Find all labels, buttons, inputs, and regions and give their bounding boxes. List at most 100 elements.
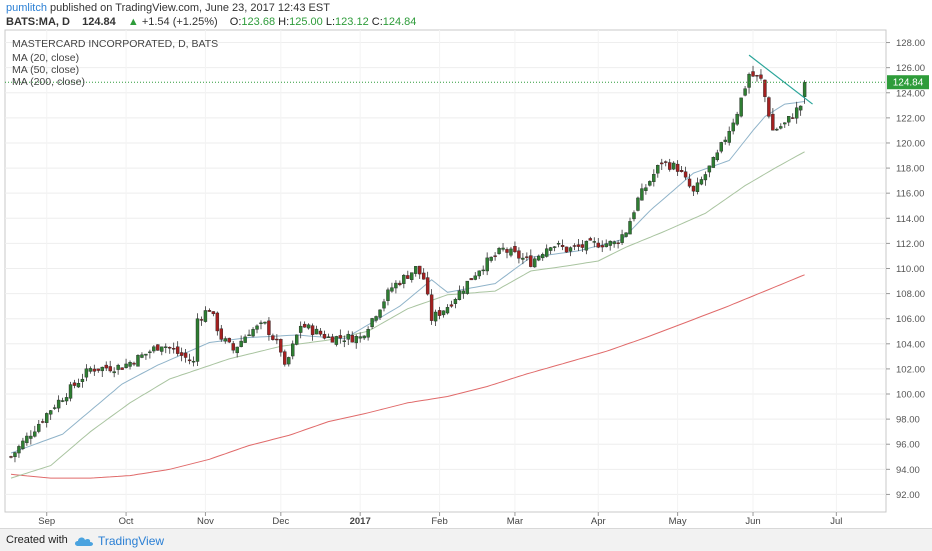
candle-body: [179, 352, 184, 356]
candle-body: [370, 318, 374, 328]
candle-body: [664, 161, 668, 163]
legend-ma20[interactable]: MA (20, close): [12, 52, 80, 64]
candle-body: [334, 336, 339, 345]
candle-body: [227, 337, 231, 343]
y-tick-label: 122.00: [896, 113, 925, 124]
legend-ma200[interactable]: MA (200, close): [12, 76, 85, 88]
candle-body: [723, 139, 727, 142]
candle-body: [104, 364, 108, 369]
tradingview-link[interactable]: TradingView: [98, 534, 165, 548]
candle-body: [652, 174, 656, 182]
y-tick-label: 126.00: [896, 63, 925, 74]
candle-body: [140, 354, 144, 358]
candle-body: [544, 248, 549, 257]
candle-body: [80, 378, 85, 382]
low-label: L:: [325, 16, 336, 28]
candle-body: [513, 246, 517, 253]
candle-body: [771, 113, 775, 131]
candle-body: [152, 346, 156, 352]
candle-body: [13, 452, 17, 458]
footer-bar: Created with TradingView: [0, 528, 932, 551]
candle-body: [243, 336, 247, 343]
legend-ma50[interactable]: MA (50, close): [12, 64, 80, 76]
candle-body: [469, 278, 473, 281]
candle-body: [33, 431, 37, 437]
candle-body: [425, 277, 430, 295]
candle-body: [338, 335, 343, 339]
candle-body: [560, 244, 565, 248]
open-value: 123.68: [241, 16, 276, 28]
y-tick-label: 96.00: [896, 440, 920, 451]
candle-body: [358, 336, 362, 339]
candle-body: [402, 274, 406, 284]
candle-body: [453, 299, 458, 304]
candle-body: [592, 241, 597, 243]
ma20-line: [10, 101, 805, 454]
trendline: [748, 54, 813, 105]
price-chart[interactable]: 92.00 94.00 96.00 98.00 100.00 102.00 104.00 10…: [0, 0, 932, 528]
candle-body: [418, 265, 422, 275]
candle-body: [37, 423, 41, 432]
candle-body: [787, 116, 791, 123]
candle-body: [473, 275, 477, 280]
candle-body: [191, 360, 196, 363]
candle-body: [48, 410, 53, 415]
candle-body: [175, 346, 180, 354]
candle-body: [715, 152, 720, 161]
candle-body: [433, 311, 438, 322]
candle-body: [775, 128, 779, 131]
candle-body: [350, 335, 354, 343]
x-tick-label: Dec: [272, 516, 289, 527]
candle-body: [648, 181, 652, 186]
candle-body: [707, 165, 712, 173]
chart-title: MASTERCARD INCORPORATED, D, BATS: [12, 38, 219, 50]
candle-body: [767, 97, 771, 117]
candle-body: [72, 382, 77, 386]
candle-body: [279, 339, 283, 353]
candle-body: [505, 249, 509, 253]
high-label: H:: [278, 16, 290, 28]
candle-body: [501, 247, 505, 250]
candle-body: [798, 105, 803, 111]
candle-body: [255, 325, 259, 330]
author-link[interactable]: pumlitch: [6, 2, 47, 14]
high-value: 125.00: [289, 16, 323, 28]
candle-body: [687, 178, 692, 187]
candle-body: [671, 162, 676, 170]
candle-body: [92, 368, 97, 372]
candle-body: [533, 258, 537, 268]
created-with-label: Created with: [6, 534, 68, 546]
candle-body: [231, 343, 235, 351]
candle-body: [263, 321, 267, 324]
candle-body: [45, 413, 49, 423]
candle-body: [493, 255, 497, 257]
candle-body: [378, 309, 382, 318]
candle-body: [679, 170, 684, 172]
candle-body: [608, 240, 612, 246]
candle-body: [529, 255, 533, 267]
candle-body: [132, 362, 136, 365]
y-tick-label: 106.00: [896, 314, 925, 325]
candle-body: [644, 187, 648, 191]
candle-body: [84, 368, 89, 378]
ma50-line: [10, 151, 805, 479]
candle-body: [509, 248, 513, 256]
y-tick-label: 124.00: [896, 88, 925, 99]
candle-body: [640, 188, 644, 201]
candle-body: [382, 301, 386, 309]
candle-body: [187, 359, 192, 362]
candle-body: [552, 246, 557, 248]
candle-body: [223, 338, 227, 342]
candle-body: [136, 355, 140, 367]
candle-body: [735, 113, 739, 125]
candle-body: [759, 74, 763, 79]
candle-body: [719, 142, 723, 152]
candle-body: [29, 435, 33, 439]
candle-body: [294, 334, 299, 345]
candle-body: [802, 82, 807, 97]
candle-body: [751, 71, 755, 77]
candle-body: [346, 333, 350, 340]
candle-body: [168, 346, 172, 349]
candle-body: [275, 338, 279, 341]
candle-body: [199, 319, 204, 321]
